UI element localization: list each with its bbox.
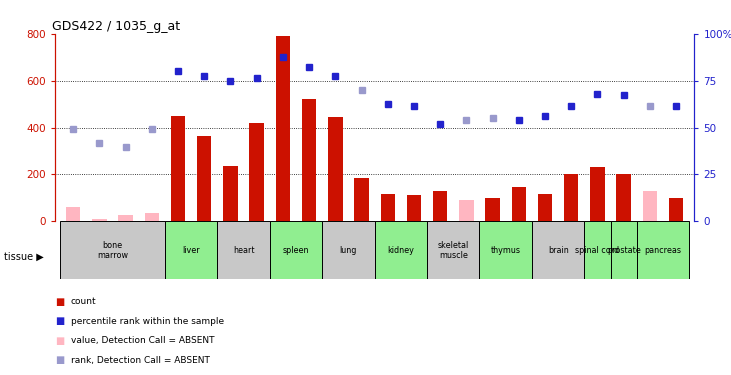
Bar <box>427 221 480 279</box>
Bar <box>480 221 532 279</box>
Bar <box>276 36 290 221</box>
Text: prostate: prostate <box>607 246 640 255</box>
Bar <box>270 221 322 279</box>
Text: lung: lung <box>340 246 357 255</box>
Bar <box>669 198 683 221</box>
Bar <box>217 221 270 279</box>
Text: value, Detection Call = ABSENT: value, Detection Call = ABSENT <box>71 336 214 345</box>
Bar <box>249 123 264 221</box>
Bar <box>616 174 631 221</box>
Bar <box>564 174 578 221</box>
Text: liver: liver <box>182 246 200 255</box>
Bar <box>355 178 368 221</box>
Bar <box>302 99 317 221</box>
Text: skeletal
muscle: skeletal muscle <box>438 241 469 260</box>
Bar <box>512 187 526 221</box>
Bar <box>406 195 421 221</box>
Text: pancreas: pancreas <box>645 246 681 255</box>
Text: brain: brain <box>548 246 569 255</box>
Text: spinal cord: spinal cord <box>575 246 619 255</box>
Bar <box>92 219 107 221</box>
Bar <box>145 213 159 221</box>
Bar <box>118 215 133 221</box>
Text: ■: ■ <box>55 336 64 346</box>
Bar <box>223 166 238 221</box>
Bar <box>643 191 657 221</box>
Bar <box>538 194 552 221</box>
Bar <box>532 221 584 279</box>
Text: kidney: kidney <box>387 246 414 255</box>
Text: tissue ▶: tissue ▶ <box>4 252 43 262</box>
Bar <box>610 221 637 279</box>
Text: ■: ■ <box>55 297 64 307</box>
Bar <box>60 221 165 279</box>
Text: heart: heart <box>232 246 254 255</box>
Text: ■: ■ <box>55 356 64 365</box>
Bar <box>485 198 500 221</box>
Bar <box>374 221 427 279</box>
Text: spleen: spleen <box>283 246 309 255</box>
Text: GDS422 / 1035_g_at: GDS422 / 1035_g_at <box>52 20 180 33</box>
Text: thymus: thymus <box>491 246 520 255</box>
Text: percentile rank within the sample: percentile rank within the sample <box>71 317 224 326</box>
Bar <box>590 167 605 221</box>
Bar <box>171 116 185 221</box>
Bar <box>584 221 610 279</box>
Bar <box>322 221 374 279</box>
Text: ■: ■ <box>55 316 64 326</box>
Bar <box>433 191 447 221</box>
Bar <box>66 207 80 221</box>
Bar <box>381 194 395 221</box>
Bar <box>459 200 474 221</box>
Bar <box>197 136 211 221</box>
Text: count: count <box>71 297 96 306</box>
Text: rank, Detection Call = ABSENT: rank, Detection Call = ABSENT <box>71 356 210 365</box>
Text: bone
marrow: bone marrow <box>97 241 128 260</box>
Bar <box>165 221 217 279</box>
Bar <box>328 117 343 221</box>
Bar <box>637 221 689 279</box>
